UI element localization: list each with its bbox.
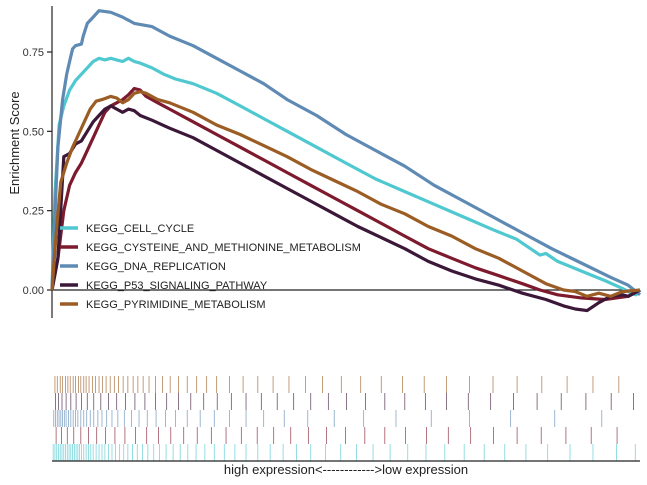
y-ticks: 0.00 0.25 0.50 0.75 (23, 47, 52, 297)
series-lines (50, 9, 642, 313)
y-tick-label: 0.00 (23, 285, 44, 297)
series-line (50, 86, 641, 302)
legend-label: KEGG_PYRIMIDINE_METABOLISM (86, 299, 266, 311)
series-line (50, 9, 642, 297)
x-axis-label: high expression<------------>low express… (224, 462, 468, 477)
legend-label: KEGG_DNA_REPLICATION (86, 261, 226, 273)
y-tick-label: 0.50 (23, 126, 44, 138)
rug-panel (52, 376, 636, 461)
y-axis-label: Enrichment Score (7, 91, 22, 194)
legend-label: KEGG_P53_SIGNALING_PATHWAY (86, 280, 268, 292)
y-tick-label: 0.25 (23, 206, 44, 218)
series-line (50, 104, 641, 313)
series-line (50, 90, 641, 298)
legend-label: KEGG_CYSTEINE_AND_METHIONINE_METABOLISM (86, 242, 361, 254)
legend-label: KEGG_CELL_CYCLE (86, 223, 194, 235)
legend: KEGG_CELL_CYCLE KEGG_CYSTEINE_AND_METHION… (60, 223, 361, 311)
series-line (50, 56, 642, 297)
y-tick-label: 0.75 (23, 47, 44, 59)
